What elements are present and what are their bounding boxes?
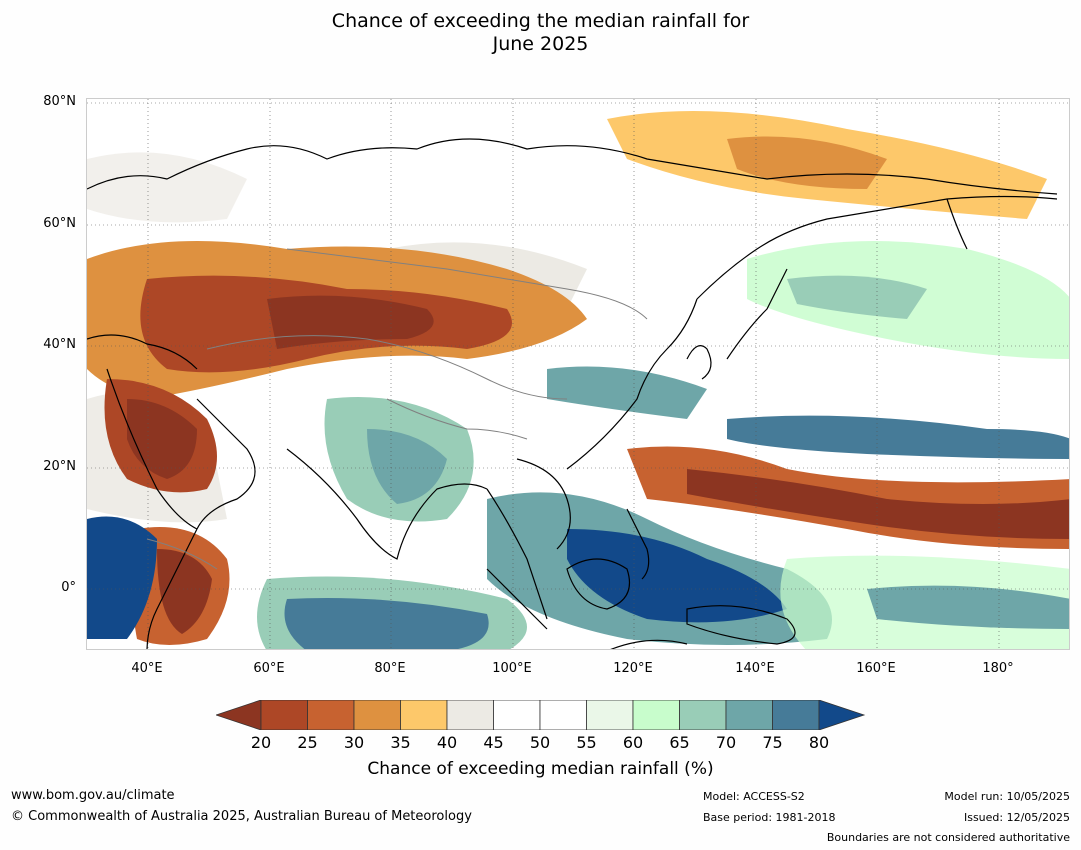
colorbar-segment xyxy=(353,700,401,730)
colorbar-tick-label: 40 xyxy=(436,733,458,752)
colorbar-tick-label: 70 xyxy=(715,733,737,752)
lon-label-100e: 100°E xyxy=(492,661,532,676)
disclaimer-text: Boundaries are not considered authoritat… xyxy=(826,831,1070,844)
model-text: Model: ACCESS-S2 xyxy=(703,790,805,803)
lon-label-160e: 160°E xyxy=(856,661,896,676)
colorbar-segment xyxy=(307,700,355,730)
colorbar xyxy=(216,700,866,730)
colorbar-tick-label: 25 xyxy=(297,733,318,752)
colorbar-tick-label: 30 xyxy=(343,733,365,752)
colorbar-tick-label: 80 xyxy=(808,733,830,752)
colorbar-segment xyxy=(632,700,680,730)
colorbar-segment xyxy=(400,700,448,730)
colorbar-label: Chance of exceeding median rainfall (%) xyxy=(367,759,714,779)
lon-label-140e: 140°E xyxy=(735,661,775,676)
colorbar-tick-label: 45 xyxy=(483,733,504,752)
colorbar-extend-low xyxy=(216,700,262,730)
colorbar-segment xyxy=(493,700,541,730)
colorbar-segment xyxy=(679,700,727,730)
lon-label-120e: 120°E xyxy=(613,661,653,676)
colorbar-segment xyxy=(446,700,494,730)
rainfall-map xyxy=(86,98,1070,650)
model-run-text: Model run: 10/05/2025 xyxy=(944,790,1070,803)
colorbar-segment xyxy=(586,700,634,730)
title-line-1: Chance of exceeding the median rainfall … xyxy=(331,10,750,32)
colorbar-tick-label: 65 xyxy=(669,733,690,752)
lon-label-60e: 60°E xyxy=(253,661,285,676)
map-title: Chance of exceeding the median rainfall … xyxy=(0,10,1081,56)
colorbar-segments xyxy=(216,700,866,730)
title-line-2: June 2025 xyxy=(492,33,589,55)
colorbar-extend-high xyxy=(818,700,866,730)
issued-text: Issued: 12/05/2025 xyxy=(963,811,1070,824)
colorbar-tick-label: 50 xyxy=(529,733,551,752)
lon-label-80e: 80°E xyxy=(374,661,406,676)
colorbar-segment xyxy=(772,700,820,730)
colorbar-segment xyxy=(725,700,773,730)
lon-label-180: 180° xyxy=(982,661,1014,676)
colorbar-tick-label: 20 xyxy=(250,733,272,752)
lat-label-20n: 20°N xyxy=(43,459,76,474)
colorbar-tick-label: 75 xyxy=(762,733,783,752)
map-canvas xyxy=(87,99,1069,649)
lat-label-0: 0° xyxy=(61,580,76,595)
lat-label-40n: 40°N xyxy=(43,337,76,352)
colorbar-segment xyxy=(539,700,587,730)
lon-label-40e: 40°E xyxy=(131,661,163,676)
lat-label-80n: 80°N xyxy=(43,94,76,109)
colorbar-segment xyxy=(260,700,308,730)
colorbar-tick-label: 35 xyxy=(390,733,411,752)
website-link[interactable]: www.bom.gov.au/climate xyxy=(11,788,175,803)
colorbar-tick-label: 55 xyxy=(576,733,597,752)
colorbar-tick-label: 60 xyxy=(622,733,644,752)
lat-label-60n: 60°N xyxy=(43,216,76,231)
copyright-text: © Commonwealth of Australia 2025, Austra… xyxy=(11,809,472,824)
base-period-text: Base period: 1981-2018 xyxy=(703,811,836,824)
